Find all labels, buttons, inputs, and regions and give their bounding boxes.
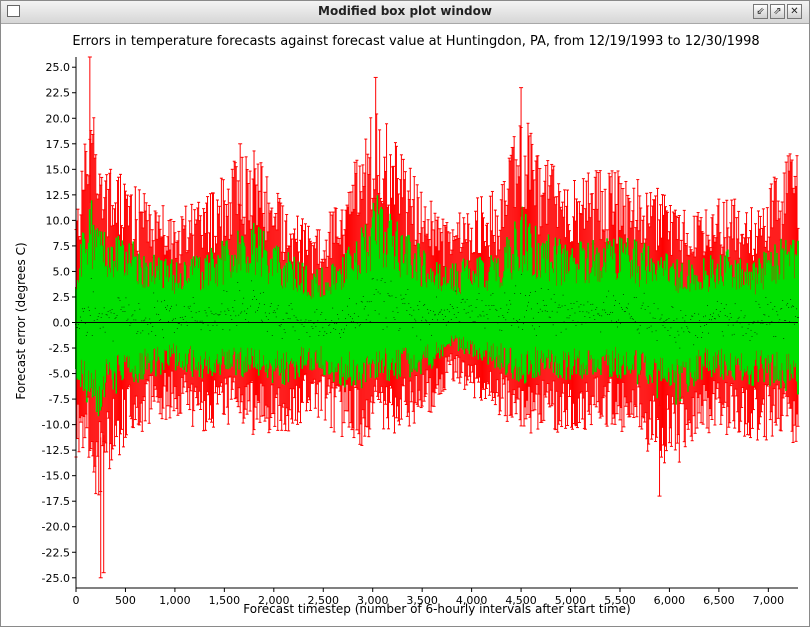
x-tick-label: 4,500 bbox=[505, 594, 537, 607]
y-tick-label: 12.5 bbox=[46, 189, 71, 202]
x-tick-label: 6,500 bbox=[703, 594, 735, 607]
y-tick-label: 15.0 bbox=[46, 163, 71, 176]
title-bar[interactable]: Modified box plot window ⇙ ⇗ ✕ bbox=[1, 1, 809, 24]
x-tick-label: 6,000 bbox=[654, 594, 686, 607]
y-tick-label: -10.0 bbox=[42, 419, 70, 432]
y-tick-label: 0.0 bbox=[53, 317, 71, 330]
y-tick-label: 5.0 bbox=[53, 265, 71, 278]
x-tick-label: 7,000 bbox=[753, 594, 785, 607]
y-tick-label: -7.5 bbox=[49, 393, 70, 406]
y-tick-label: 20.0 bbox=[46, 112, 71, 125]
y-tick-label: -17.5 bbox=[42, 495, 70, 508]
y-tick-label: 2.5 bbox=[53, 291, 71, 304]
y-tick-label: -25.0 bbox=[42, 572, 70, 585]
x-tick-label: 3,000 bbox=[357, 594, 389, 607]
x-axis: 0 500 1,000 1,500 2,000 2,500 3,000 3,500 4,000 4… bbox=[73, 587, 798, 607]
x-tick-label: 0 bbox=[73, 594, 80, 607]
y-axis: 25.0 22.5 20.0 17.5 15.0 12.5 10.0 7.5 5.0 2.5 0.0… bbox=[42, 57, 77, 588]
box-plot-chart: Errors in temperature forecasts against … bbox=[14, 34, 800, 616]
x-tick-label: 5,000 bbox=[555, 594, 587, 607]
window-title: Modified box plot window bbox=[318, 4, 492, 18]
y-tick-label: -12.5 bbox=[42, 444, 70, 457]
y-tick-label: 25.0 bbox=[46, 61, 71, 74]
close-button[interactable]: ✕ bbox=[787, 4, 802, 19]
chart-title: Errors in temperature forecasts against … bbox=[72, 34, 759, 49]
x-tick-label: 3,500 bbox=[406, 594, 438, 607]
y-tick-label: 10.0 bbox=[46, 214, 71, 227]
y-tick-label: -2.5 bbox=[49, 342, 70, 355]
minimize-button[interactable]: ⇙ bbox=[753, 4, 768, 19]
x-tick-label: 2,000 bbox=[258, 594, 290, 607]
box-series bbox=[74, 56, 800, 579]
plot-panel: Errors in temperature forecasts against … bbox=[1, 24, 809, 626]
x-tick-label: 1,000 bbox=[159, 594, 191, 607]
x-tick-label: 4,000 bbox=[456, 594, 488, 607]
y-tick-label: -20.0 bbox=[42, 521, 70, 534]
y-tick-label: -5.0 bbox=[49, 368, 70, 381]
x-tick-label: 2,500 bbox=[308, 594, 340, 607]
x-tick-label: 1,500 bbox=[209, 594, 241, 607]
x-tick-label: 500 bbox=[115, 594, 136, 607]
y-tick-label: 17.5 bbox=[46, 138, 71, 151]
y-tick-label: -22.5 bbox=[42, 546, 70, 559]
y-axis-label: Forecast error (degrees C) bbox=[14, 242, 28, 399]
y-tick-label: -15.0 bbox=[42, 470, 70, 483]
x-axis-label: Forecast timestep (number of 6-hourly in… bbox=[243, 602, 630, 616]
window-menu-icon[interactable] bbox=[7, 5, 20, 17]
x-tick-label: 5,500 bbox=[604, 594, 636, 607]
y-tick-label: 22.5 bbox=[46, 87, 71, 100]
y-tick-label: 7.5 bbox=[53, 240, 71, 253]
maximize-button[interactable]: ⇗ bbox=[770, 4, 785, 19]
